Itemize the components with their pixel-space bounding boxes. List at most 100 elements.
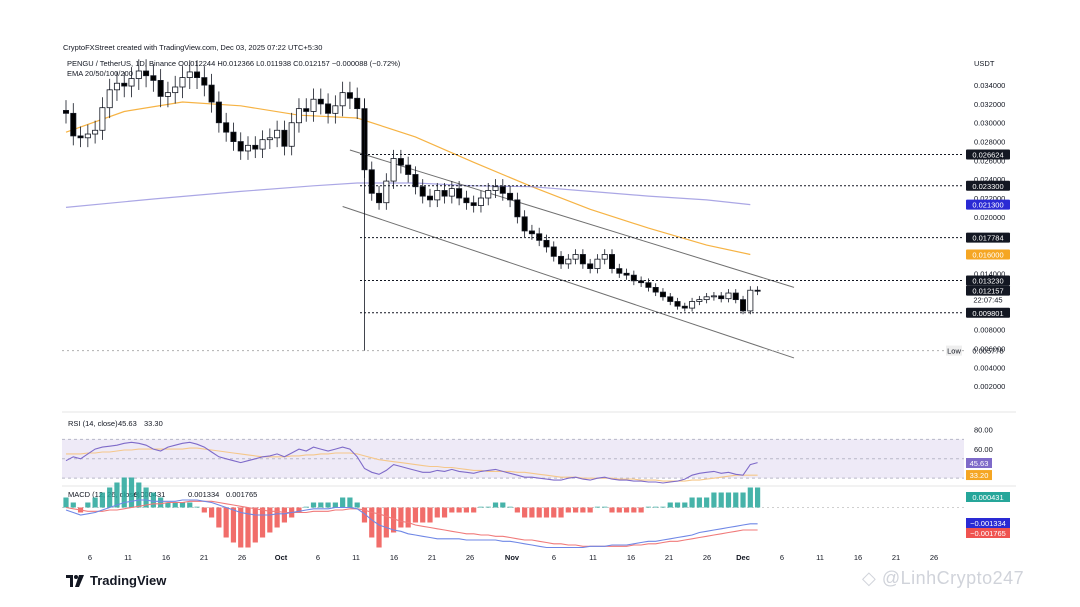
candle [194, 71, 201, 78]
macd-hist-bar [391, 507, 397, 533]
macd-hist-bar [623, 507, 630, 513]
macd-hist-bar [529, 507, 535, 518]
macd-hist-bar [361, 507, 368, 523]
candle [689, 301, 696, 309]
macd-line [65, 499, 758, 549]
candle [274, 129, 281, 139]
macd-hist-bar [674, 502, 681, 508]
candle [157, 80, 164, 97]
macd-hist-bar [551, 507, 557, 518]
macd-hist-bar [645, 506, 651, 508]
candle [550, 246, 557, 257]
macd-hist-bar [216, 507, 222, 528]
macd-hist-bar [682, 502, 688, 508]
candle [565, 258, 572, 265]
candle [113, 82, 120, 91]
macd-hist-bar [376, 507, 382, 548]
x-tick-label: 11 [352, 553, 360, 562]
rsi-line [65, 441, 758, 484]
macd-hist-bar [121, 477, 127, 508]
candle [485, 190, 492, 199]
candle [507, 192, 514, 201]
candle [499, 186, 506, 194]
macd-hist-bar [223, 507, 229, 538]
price-tick-label: 0.034000 [974, 81, 1005, 90]
candle [368, 169, 375, 194]
x-tick-label: 16 [627, 553, 635, 562]
candle [426, 195, 433, 201]
level-tag [966, 199, 1010, 210]
low-value: 0.005778 [972, 347, 1003, 356]
rsi-label: RSI (14, close) [68, 419, 118, 428]
candle [725, 292, 732, 300]
price-tick-label: 0.006000 [974, 345, 1005, 354]
macd-hist-bar [310, 502, 317, 508]
macd-hist-bar [70, 502, 76, 508]
price-tick-label: 0.020000 [974, 213, 1005, 222]
macd-hist-bar [522, 507, 528, 518]
level-tag-label: 0.012157 [972, 287, 1003, 296]
x-tick-label: 26 [930, 553, 938, 562]
x-tick-label: 21 [200, 553, 208, 562]
macd-hist-bar [85, 502, 91, 508]
macd-hist-bar [587, 507, 593, 513]
candle [514, 199, 521, 218]
macd-tag [966, 492, 1010, 502]
candle [325, 103, 332, 114]
macd-hist-bar [667, 502, 673, 508]
candle [405, 164, 412, 175]
candle [652, 286, 659, 293]
price-tick-label: 0.024000 [974, 175, 1005, 184]
candle [77, 135, 84, 139]
candle [135, 70, 142, 79]
price-unit-label: USDT [974, 59, 995, 68]
candle [543, 239, 550, 248]
macd-value: 0.001334 [188, 490, 219, 499]
watermark-text: @LinhCrypto247 [881, 568, 1025, 588]
candle [732, 292, 739, 301]
level-tag [966, 180, 1010, 191]
candle [179, 77, 186, 88]
price-tick-label: 0.030000 [974, 119, 1005, 128]
macd-hist-bar [602, 506, 608, 508]
macd-hist-bar [252, 507, 258, 543]
macd-hist-bar [696, 497, 702, 508]
macd-hist-bar [594, 506, 601, 508]
candle [703, 296, 710, 301]
candle [747, 289, 754, 312]
candle [463, 197, 470, 204]
rsi-tag-label: 33.20 [970, 471, 989, 480]
macd-hist-bar [412, 507, 419, 523]
candle [266, 137, 273, 141]
candle [121, 82, 128, 87]
candle [419, 186, 426, 197]
symbol-line[interactable]: PENGU / TetherUS, 1D, Binance O0.012244 … [67, 59, 401, 68]
macd-hist-bar [733, 492, 739, 508]
x-tick-label: 21 [428, 553, 436, 562]
candle [346, 92, 353, 99]
macd-hist-bar [653, 506, 659, 508]
candle [259, 139, 266, 150]
macd-hist-bar [92, 497, 98, 508]
level-tag [966, 307, 1010, 318]
macd-tag-label: −0.001765 [970, 529, 1006, 538]
rsi-ma-line [66, 447, 758, 482]
level-tag-label: 0.026624 [972, 151, 1003, 160]
macd-hist-bar [456, 507, 462, 513]
macd-signal-line [65, 500, 758, 547]
macd-hist-bar [114, 482, 120, 508]
x-tick-label: 16 [390, 553, 398, 562]
macd-hist-bar [281, 507, 287, 523]
macd-hist-bar [492, 502, 499, 508]
macd-hist-bar [514, 507, 520, 513]
macd-hist-bar [201, 507, 207, 513]
macd-hist-bar [660, 506, 666, 508]
candle [99, 107, 106, 131]
macd-hist-bar [609, 507, 615, 513]
candle [587, 263, 594, 269]
x-tick-label: 21 [892, 553, 900, 562]
macd-hist-bar [725, 492, 732, 508]
ema-legend[interactable]: EMA 20/50/100/200 [67, 69, 133, 78]
candle [616, 268, 623, 274]
